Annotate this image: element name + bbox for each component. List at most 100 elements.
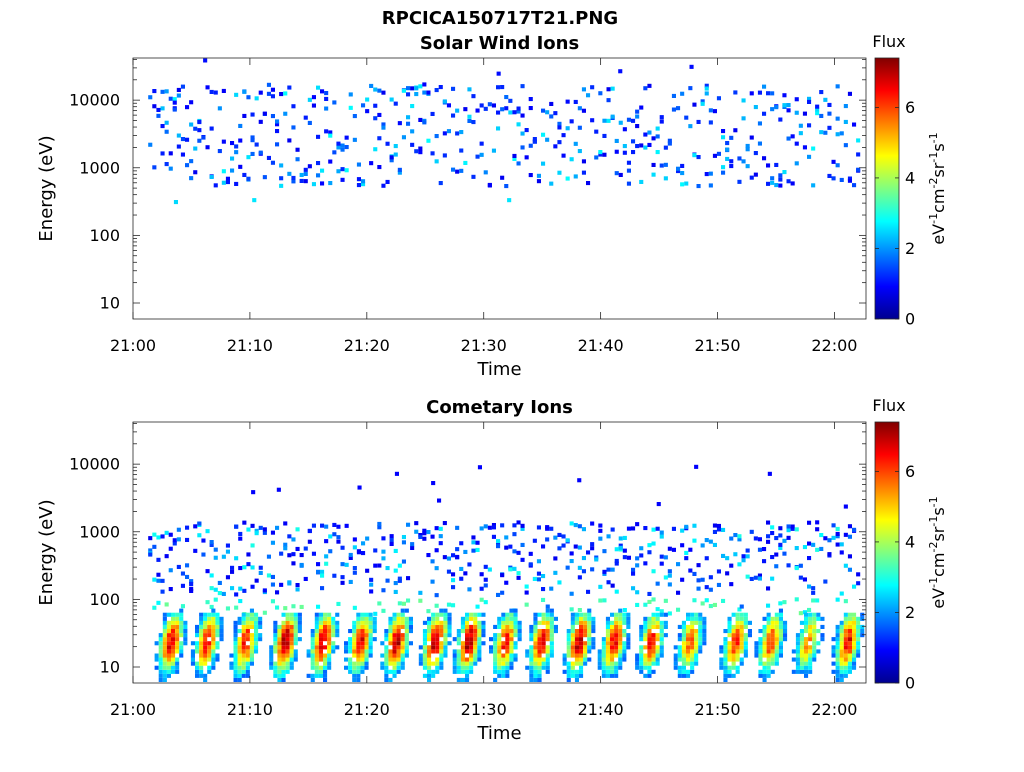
- flux-cell: [847, 567, 852, 572]
- flux-cell: [225, 180, 230, 185]
- burst-cell: [179, 616, 184, 621]
- flux-cell: [406, 92, 411, 97]
- x-tick-label: 21:10: [227, 700, 273, 719]
- burst-cell: [215, 633, 220, 638]
- flux-cell: [536, 577, 541, 582]
- burst-cell: [754, 653, 759, 658]
- burst-cell: [655, 649, 660, 654]
- burst-cell: [601, 661, 606, 666]
- burst-cell: [529, 665, 534, 670]
- flux-cell: [737, 534, 742, 539]
- burst-cell: [237, 657, 242, 662]
- burst-cell: [731, 657, 736, 662]
- flux-cell: [213, 183, 218, 188]
- flux-cell: [651, 597, 656, 602]
- burst-cell: [408, 620, 413, 625]
- burst-cell: [747, 629, 752, 634]
- burst-cell: [639, 624, 644, 629]
- burst-cell: [686, 653, 691, 658]
- burst-cell: [839, 620, 844, 625]
- flux-cell: [573, 141, 578, 146]
- burst-cell: [179, 649, 184, 654]
- burst-cell: [549, 612, 554, 617]
- burst-cell: [754, 645, 759, 650]
- flux-cell: [639, 546, 644, 551]
- burst-cell: [566, 645, 571, 650]
- colorbar-unit-label: eV-1cm-2sr-1s-1: [927, 496, 948, 608]
- burst-cell: [694, 616, 699, 621]
- burst-cell: [443, 633, 448, 638]
- burst-cell: [735, 669, 740, 674]
- burst-cell: [233, 641, 238, 646]
- flux-cell: [528, 106, 533, 111]
- flux-cell: [324, 91, 329, 96]
- flux-cell: [168, 166, 173, 171]
- burst-cell: [435, 657, 440, 662]
- flux-cell: [270, 114, 275, 119]
- burst-cell: [774, 649, 779, 654]
- burst-cell: [501, 657, 506, 662]
- flux-cell: [369, 582, 374, 587]
- x-tick-label: 21:50: [694, 700, 740, 719]
- burst-cell: [574, 661, 579, 666]
- burst-cell: [677, 645, 682, 650]
- flux-cell: [745, 548, 750, 553]
- burst-cell: [356, 669, 361, 674]
- flux-cell: [377, 601, 382, 606]
- burst-cell: [203, 616, 208, 621]
- burst-cell: [368, 649, 373, 654]
- flux-cell: [295, 527, 300, 532]
- flux-cell: [655, 134, 660, 139]
- burst-cell: [812, 624, 817, 629]
- burst-cell: [537, 620, 542, 625]
- burst-cell: [835, 665, 840, 670]
- burst-cell: [360, 649, 365, 654]
- burst-cell: [281, 612, 286, 617]
- burst-cell: [804, 612, 809, 617]
- flux-cell: [741, 116, 746, 121]
- burst-cell: [795, 633, 800, 638]
- burst-cell: [493, 677, 498, 682]
- flux-cell: [189, 579, 194, 584]
- flux-cell: [721, 165, 726, 170]
- burst-cell: [469, 641, 474, 646]
- burst-cell: [605, 637, 610, 642]
- flux-cell: [696, 586, 701, 591]
- burst-cell: [839, 624, 844, 629]
- flux-cell: [242, 172, 247, 177]
- burst-cell: [727, 645, 732, 650]
- burst-cell: [533, 661, 538, 666]
- flux-cell: [786, 103, 791, 108]
- burst-cell: [626, 612, 631, 617]
- burst-cell: [384, 661, 389, 666]
- flux-cell: [643, 86, 648, 91]
- burst-cell: [698, 645, 703, 650]
- flux-cell: [610, 86, 615, 91]
- burst-cell: [364, 624, 369, 629]
- burst-cell: [497, 665, 502, 670]
- burst-cell: [162, 620, 167, 625]
- burst-cell: [541, 649, 546, 654]
- burst-cell: [533, 657, 538, 662]
- burst-cell: [318, 620, 323, 625]
- burst-cell: [241, 616, 246, 621]
- burst-cell: [812, 620, 817, 625]
- burst-cell: [847, 657, 852, 662]
- burst-cell: [651, 657, 656, 662]
- burst-cell: [597, 665, 602, 670]
- burst-cell: [583, 661, 588, 666]
- flux-cell: [352, 137, 357, 142]
- burst-cell: [331, 624, 336, 629]
- flux-cell: [328, 159, 333, 164]
- burst-cell: [843, 633, 848, 638]
- burst-cell: [778, 649, 783, 654]
- burst-cell: [285, 657, 290, 662]
- burst-cell: [400, 665, 405, 670]
- flux-cell: [381, 536, 386, 541]
- flux-cell: [324, 96, 329, 101]
- flux-cell: [680, 577, 685, 582]
- burst-cell: [392, 624, 397, 629]
- flux-cell: [598, 528, 603, 533]
- flux-cell: [577, 608, 582, 613]
- burst-cell: [431, 649, 436, 654]
